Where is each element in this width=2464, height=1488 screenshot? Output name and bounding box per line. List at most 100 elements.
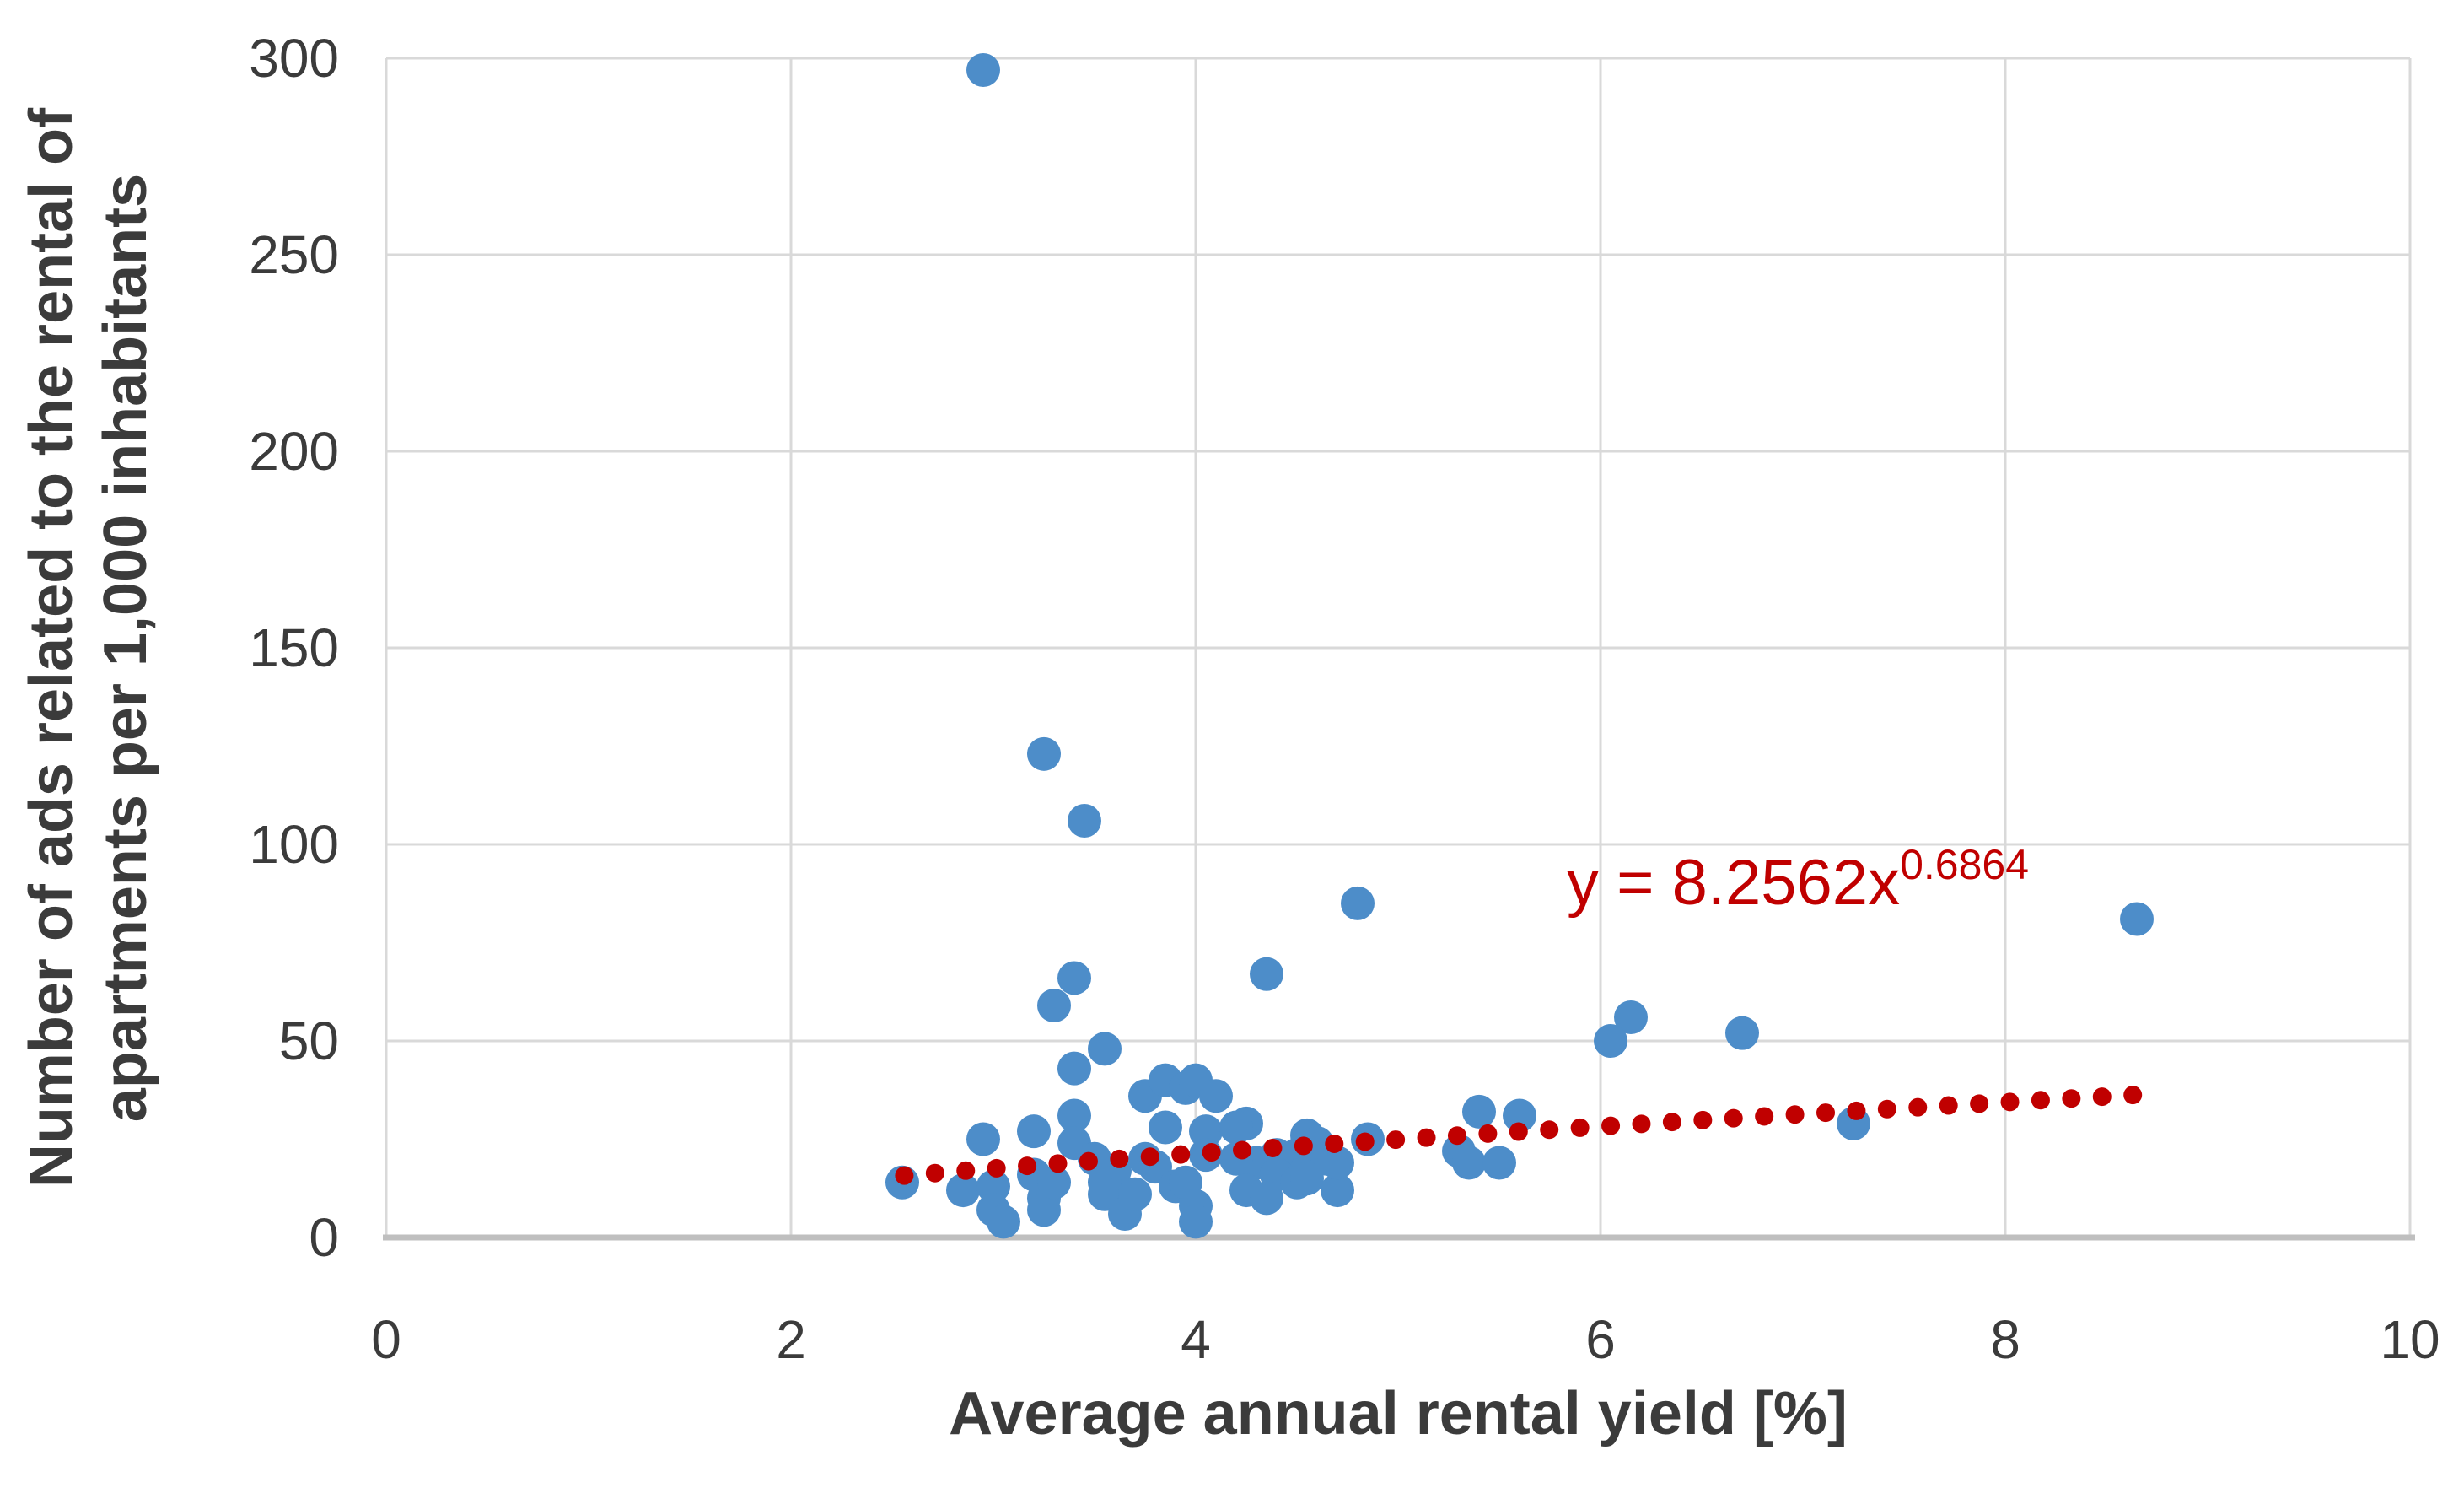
data-point	[1482, 1146, 1516, 1180]
trendline-dot	[1079, 1151, 1098, 1171]
data-point	[1321, 1146, 1354, 1180]
x-tick-label: 0	[371, 1309, 401, 1370]
y-tick-label: 300	[249, 28, 339, 89]
trendline-dot	[925, 1163, 944, 1183]
data-point	[1037, 989, 1071, 1023]
trendline-dot	[1908, 1097, 1928, 1117]
data-point	[1341, 886, 1375, 920]
trendline-dot	[1417, 1128, 1436, 1147]
trendline-dot	[2092, 1087, 2112, 1107]
trendline-dot	[1447, 1126, 1466, 1146]
trendline-dot	[1355, 1132, 1375, 1151]
data-point	[1057, 1098, 1091, 1133]
trendline-dot	[1478, 1124, 1498, 1143]
trendline-dot	[1018, 1156, 1037, 1176]
trendline-dot	[1294, 1136, 1313, 1156]
data-point	[1321, 1173, 1354, 1208]
data-point	[1462, 1094, 1496, 1129]
trendline-dot	[1110, 1149, 1129, 1168]
trendline-dot	[1263, 1138, 1283, 1157]
data-point	[1614, 1000, 1648, 1035]
data-point	[1219, 1110, 1253, 1145]
trendline-dot	[1048, 1154, 1068, 1173]
data-point	[966, 1122, 1000, 1156]
trendline-dot	[2062, 1089, 2081, 1108]
trendline-dot	[1877, 1099, 1896, 1119]
data-point	[1725, 1016, 1759, 1050]
trendline-dot	[895, 1166, 914, 1185]
data-point	[2120, 902, 2154, 936]
y-tick-label: 50	[279, 1011, 339, 1071]
trendline-dot	[2031, 1091, 2050, 1110]
data-point	[966, 52, 1000, 87]
data-point	[1250, 957, 1283, 991]
y-tick-label: 0	[309, 1207, 339, 1268]
data-point	[1057, 1051, 1091, 1086]
trendline-dot	[987, 1158, 1006, 1178]
x-tick-label: 2	[776, 1309, 806, 1370]
trendline-dot	[2000, 1092, 2020, 1112]
trendline-dot	[1755, 1107, 1774, 1126]
data-point	[1452, 1146, 1486, 1180]
trendline-dot	[1632, 1114, 1651, 1134]
trendline-dot	[1724, 1108, 1743, 1128]
data-point	[1057, 961, 1091, 995]
data-point	[1088, 1032, 1122, 1066]
data-point	[987, 1205, 1020, 1239]
y-tick-label: 100	[249, 814, 339, 875]
trendline-dot	[1662, 1113, 1681, 1132]
trendline-dot	[1171, 1145, 1191, 1164]
y-axis-title-line1: Number of ads related to the rental of	[18, 107, 85, 1188]
data-point	[1250, 1181, 1283, 1216]
trendline-equation-exponent: 0.6864	[1900, 841, 2029, 888]
y-tick-label: 150	[249, 617, 339, 678]
data-point	[946, 1173, 980, 1208]
data-point	[1179, 1205, 1213, 1239]
data-point	[1149, 1110, 1182, 1145]
trendline-dot	[1693, 1110, 1713, 1129]
trendline-dot	[1325, 1134, 1344, 1153]
trendline-dot	[1540, 1120, 1559, 1140]
trendline-equation: y = 8.2562x0.6864	[1567, 841, 2029, 919]
trendline-dot	[1601, 1116, 1621, 1135]
y-tick-label: 250	[249, 224, 339, 285]
data-point	[1189, 1114, 1223, 1149]
trendline-dot	[2123, 1086, 2143, 1105]
data-point	[1068, 804, 1101, 838]
data-point	[1017, 1114, 1051, 1149]
trendline-dot	[1233, 1140, 1252, 1160]
trendline-dot	[1816, 1103, 1835, 1123]
trendline-dot	[1140, 1147, 1159, 1167]
trendline-equation-main: y = 8.2562x	[1567, 847, 1900, 919]
trendline-dot	[1785, 1105, 1805, 1124]
data-point	[1027, 1193, 1061, 1227]
data-point	[1199, 1079, 1233, 1113]
data-point	[1594, 1024, 1627, 1058]
marker-layer	[885, 52, 2154, 1239]
x-tick-label: 8	[1990, 1309, 2020, 1370]
data-point	[1027, 736, 1061, 771]
trendline-dot	[1570, 1118, 1590, 1137]
data-point	[976, 1169, 1010, 1204]
x-axis-title: Average annual rental yield [%]	[949, 1380, 1848, 1448]
grid-layer	[383, 57, 2415, 1241]
data-point	[1503, 1098, 1536, 1133]
data-point	[1118, 1177, 1152, 1211]
x-tick-label: 4	[1181, 1309, 1211, 1370]
trendline-dot	[1509, 1122, 1528, 1141]
data-point	[1290, 1162, 1324, 1196]
trendline	[895, 1086, 2143, 1185]
data-point	[1037, 1165, 1071, 1200]
trendline-dot	[1847, 1101, 1866, 1120]
y-axis-title-line2: apartments per 1,000 inhabitants	[92, 174, 159, 1122]
trendline-dot	[1939, 1096, 1958, 1115]
trendline-dot	[1386, 1130, 1406, 1150]
y-axis-title: Number of ads related to the rental of ap…	[18, 107, 159, 1188]
x-tick-label: 10	[2380, 1309, 2440, 1370]
trendline-dot	[956, 1161, 976, 1180]
trendline-dot	[1970, 1094, 1989, 1113]
y-tick-label: 200	[249, 421, 339, 482]
